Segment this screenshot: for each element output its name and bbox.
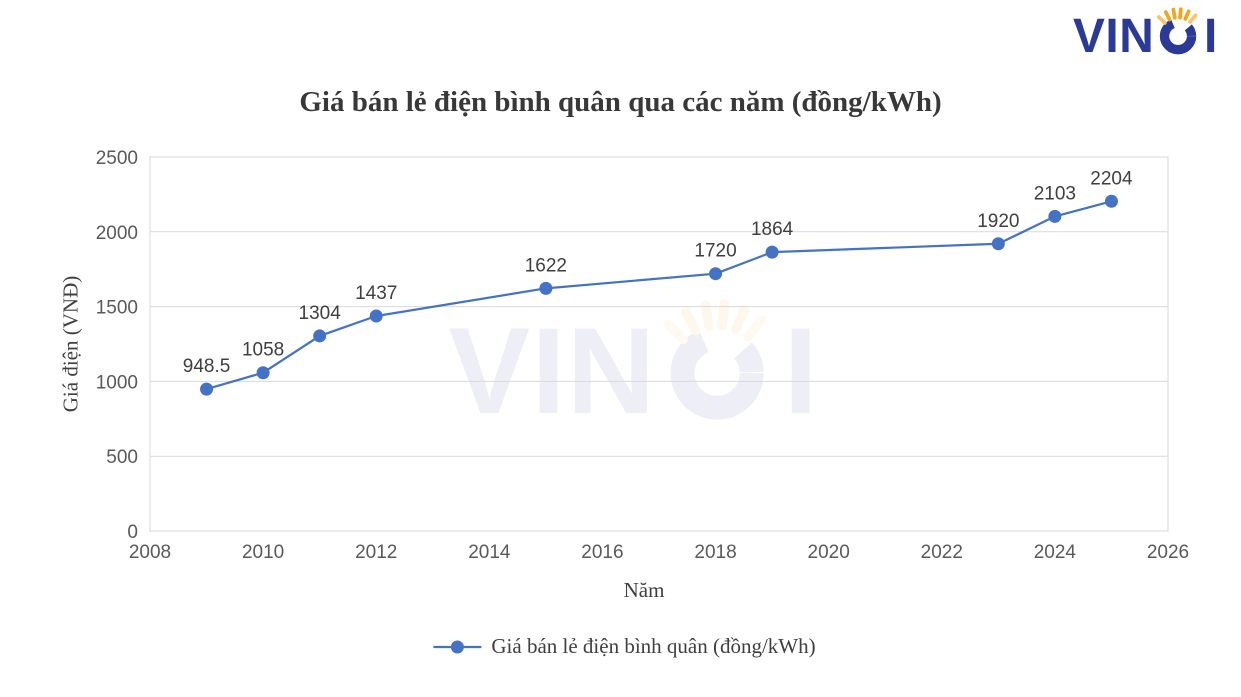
- vinci-logo: VIN I: [1073, 6, 1229, 63]
- svg-text:1720: 1720: [694, 241, 736, 262]
- svg-text:2026: 2026: [1147, 542, 1189, 563]
- svg-text:948.5: 948.5: [183, 356, 231, 377]
- svg-text:2204: 2204: [1090, 168, 1133, 189]
- svg-text:500: 500: [106, 447, 138, 468]
- gridlines: [149, 156, 1169, 532]
- svg-text:1437: 1437: [355, 283, 397, 304]
- svg-text:2020: 2020: [808, 542, 850, 563]
- svg-text:2500: 2500: [96, 148, 138, 169]
- vinci-logo-icon: VIN I: [1073, 7, 1218, 63]
- x-tick-labels: 2008 2010 2012 2014 2016 2018 2020 2022 2024 2026: [129, 542, 1189, 563]
- x-axis-title: Năm: [623, 578, 665, 602]
- y-tick-labels: 0 500 1000 1500 2000 2500: [96, 148, 138, 543]
- svg-text:1920: 1920: [977, 211, 1019, 232]
- svg-text:0: 0: [127, 522, 138, 543]
- y-axis-title: Giá điện (VNĐ): [58, 275, 83, 413]
- svg-text:2000: 2000: [96, 223, 138, 244]
- svg-text:1000: 1000: [96, 372, 138, 393]
- svg-text:2008: 2008: [129, 542, 171, 563]
- svg-text:2022: 2022: [921, 542, 963, 563]
- svg-text:1304: 1304: [299, 303, 342, 324]
- svg-text:2012: 2012: [355, 542, 397, 563]
- logo-sun-rays-icon: [1157, 7, 1198, 25]
- svg-text:2014: 2014: [468, 542, 511, 563]
- svg-text:2010: 2010: [242, 542, 284, 563]
- svg-text:2018: 2018: [694, 542, 736, 563]
- svg-text:2103: 2103: [1034, 183, 1076, 204]
- legend-marker-icon: [433, 640, 482, 653]
- logo-c-arc: [1159, 17, 1197, 55]
- chart-title: Giá bán lẻ điện bình quân qua các năm (đ…: [299, 86, 942, 118]
- svg-text:1058: 1058: [242, 340, 284, 361]
- svg-text:1864: 1864: [751, 219, 794, 240]
- logo-text-vin: VIN: [1073, 10, 1154, 58]
- data-series: [200, 194, 1118, 396]
- legend: Giá bán lẻ điện bình quân (đồng/kWh): [432, 634, 816, 659]
- svg-text:2016: 2016: [581, 542, 623, 563]
- svg-text:1500: 1500: [96, 298, 138, 319]
- logo-text-i: I: [1204, 10, 1218, 58]
- data-labels: 948.5 1058 1304 1437 1622 1720 1864 1920 2103 220…: [183, 168, 1133, 377]
- svg-text:2024: 2024: [1034, 542, 1077, 563]
- svg-text:1622: 1622: [525, 255, 567, 276]
- legend-label: Giá bán lẻ điện bình quân (đồng/kWh): [491, 634, 816, 658]
